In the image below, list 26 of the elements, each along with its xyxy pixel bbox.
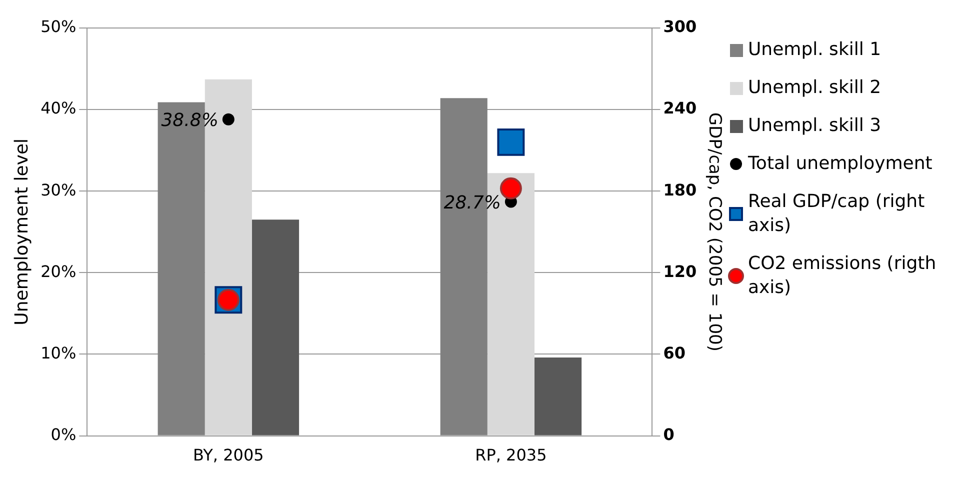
bar xyxy=(252,220,300,436)
y-tick-label: 50% xyxy=(40,17,76,36)
legend-label: Total unemployment xyxy=(748,152,932,176)
y2-tick-label: 60 xyxy=(663,343,686,362)
legend-label: Unempl. skill 3 xyxy=(748,114,882,138)
y-tick-label: 20% xyxy=(40,262,76,281)
y-tick-label: 10% xyxy=(40,343,76,362)
y2-tick-label: 180 xyxy=(663,180,697,200)
y2-tick-label: 240 xyxy=(663,98,697,118)
point xyxy=(497,128,525,156)
x-tick-label: BY, 2005 xyxy=(193,446,264,465)
y2-tick-label: 0 xyxy=(663,424,674,444)
x-tick-label: RP, 2035 xyxy=(475,446,547,465)
point xyxy=(500,177,522,200)
y-tick-label: 30% xyxy=(40,180,76,200)
legend-label: Unempl. skill 2 xyxy=(748,76,882,100)
y-axis-title: Unemployment level xyxy=(11,138,32,326)
y-tick-label: 0% xyxy=(50,424,76,444)
y2-tick-label: 120 xyxy=(663,262,697,281)
legend-label: Real GDP/cap (right axis) xyxy=(748,190,926,238)
y2-tick-label: 300 xyxy=(663,17,697,36)
y-tick-label: 40% xyxy=(40,98,76,118)
legend-label: Unempl. skill 1 xyxy=(748,38,882,62)
y2-axis-title: GDP/cap, CO2 (2005 = 100) xyxy=(704,112,724,352)
legend-label: CO2 emissions (rigth axis) xyxy=(748,252,938,300)
bar xyxy=(534,358,582,436)
